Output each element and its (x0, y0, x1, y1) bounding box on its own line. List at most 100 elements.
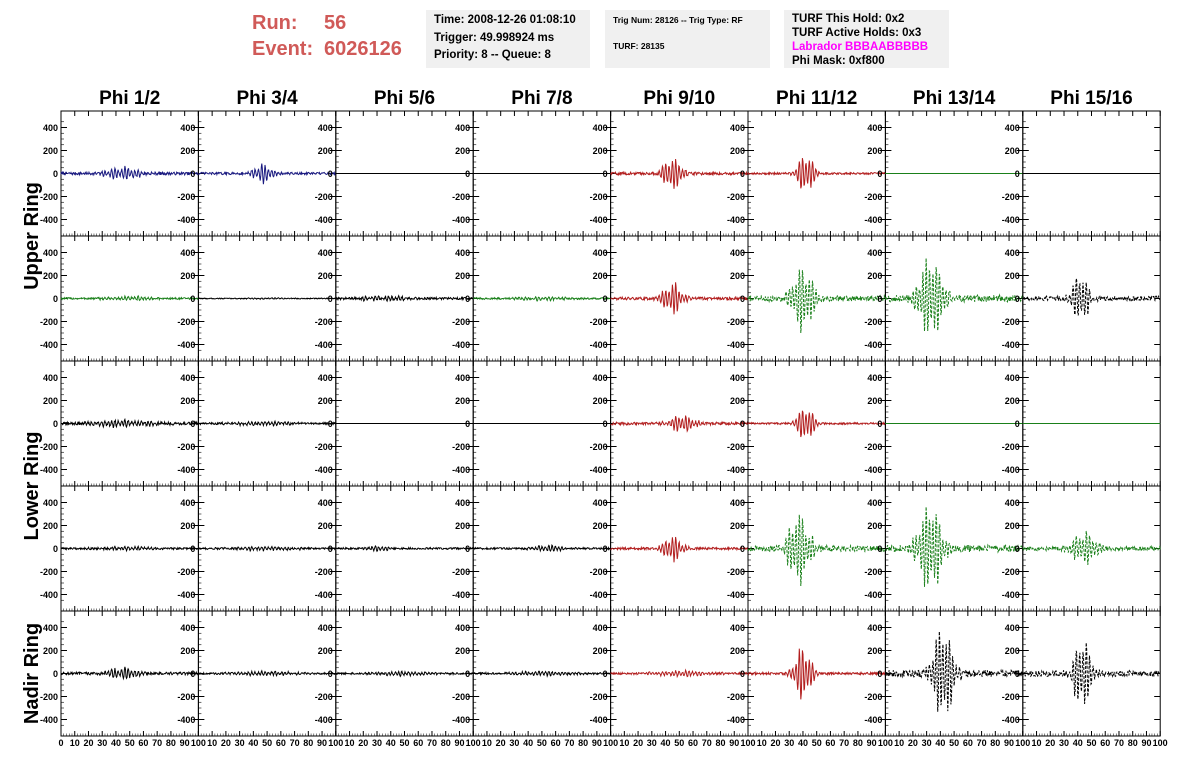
y-tick-label: -400 (177, 715, 195, 725)
x-tick-label: 100 (328, 738, 343, 748)
waveform-trace (610, 668, 749, 679)
waveform-panel: -400 -200 0 200 400 (452, 110, 612, 237)
y-tick-label: -400 (40, 340, 58, 350)
y-tick-label: -200 (1002, 692, 1020, 702)
waveform-trace (1022, 530, 1161, 565)
x-tick-label: 100 (1015, 738, 1030, 748)
x-tick-label: 30 (97, 738, 107, 748)
y-tick-label: 0 (53, 169, 58, 179)
x-tick-label: 60 (413, 738, 423, 748)
y-tick-label: -400 (40, 465, 58, 475)
x-tick-label: 0 (58, 738, 63, 748)
x-tick-label: 60 (1100, 738, 1110, 748)
y-tick-label: 400 (180, 623, 195, 633)
y-tick-label: -200 (727, 192, 745, 202)
waveform-trace (198, 297, 337, 301)
waveform-panel: -400 -200 0 200 400 (590, 360, 749, 487)
waveform-panel: -400 -200 0 200 400 (1002, 485, 1161, 612)
y-tick-label: 400 (455, 373, 470, 383)
waveform-panel: -400 -200 0 200 400 (590, 485, 749, 612)
x-tick-label: 90 (317, 738, 327, 748)
y-tick-label: -200 (452, 317, 470, 327)
waveform-trace (472, 669, 611, 678)
y-tick-label: -400 (727, 465, 745, 475)
x-tick-label: 100 (878, 738, 893, 748)
y-tick-label: -200 (452, 442, 470, 452)
y-tick-label: 200 (318, 271, 333, 281)
y-tick-label: 400 (730, 123, 745, 133)
x-tick-label: 10 (757, 738, 767, 748)
x-tick-label: 80 (166, 738, 176, 748)
column-header: Phi 1/2 (99, 88, 160, 109)
y-tick-label: 400 (1005, 623, 1020, 633)
waveform-panel: -400 -200 0 200 400 (177, 235, 337, 362)
y-tick-label: 400 (455, 123, 470, 133)
y-tick-label: 400 (43, 623, 58, 633)
y-tick-label: -400 (177, 590, 195, 600)
run-label: Run: (252, 12, 298, 34)
y-tick-label: 200 (455, 396, 470, 406)
x-tick-label: 70 (839, 738, 849, 748)
y-tick-label: -200 (40, 442, 58, 452)
y-tick-label: 400 (867, 123, 882, 133)
y-tick-label: 0 (328, 169, 333, 179)
y-tick-label: 400 (318, 373, 333, 383)
x-tick-label: 70 (427, 738, 437, 748)
x-tick-label: 20 (908, 738, 918, 748)
y-tick-label: 200 (867, 646, 882, 656)
y-tick-label: 200 (43, 521, 58, 531)
y-tick-label: 0 (603, 169, 608, 179)
x-tick-label: 60 (688, 738, 698, 748)
y-tick-label: 200 (867, 396, 882, 406)
waveform-panel: -400 -200 0 200 400 (40, 360, 199, 487)
y-tick-label: 400 (318, 498, 333, 508)
y-tick-label: -400 (864, 465, 882, 475)
waveform-panel: -400 -200 0 200 400 (864, 360, 1024, 487)
waveform-trace (198, 669, 337, 678)
y-tick-label: -400 (1002, 715, 1020, 725)
priority-text: Priority: 8 -- Queue: 8 (434, 49, 551, 61)
waveform-panel: -400 -200 0 200 400 (177, 485, 337, 612)
y-tick-label: -400 (864, 340, 882, 350)
y-tick-label: -400 (452, 590, 470, 600)
y-tick-label: -400 (864, 590, 882, 600)
column-header: Phi 5/6 (374, 88, 435, 109)
y-tick-label: -400 (40, 715, 58, 725)
waveform-trace (61, 544, 199, 553)
waveform-panel: -400 -200 0 200 400 (1002, 110, 1161, 237)
y-tick-label: 0 (465, 169, 470, 179)
y-tick-label: 0 (465, 669, 470, 679)
waveform-trace (472, 544, 611, 553)
y-tick-label: 0 (877, 544, 882, 554)
waveform-panel: -400 -200 0 200 400 (40, 485, 199, 612)
x-tick-label: 40 (386, 738, 396, 748)
run-event-box: Run: 56 Event: 6026126 (252, 10, 402, 62)
y-tick-label: 400 (43, 123, 58, 133)
y-tick-label: -400 (315, 590, 333, 600)
y-tick-label: 200 (455, 521, 470, 531)
column-header: Phi 11/12 (776, 88, 857, 109)
y-tick-label: 0 (603, 669, 608, 679)
y-tick-label: -200 (1002, 442, 1020, 452)
y-tick-label: 400 (730, 248, 745, 258)
x-tick-label: 50 (812, 738, 822, 748)
y-tick-label: 400 (43, 498, 58, 508)
y-tick-label: 200 (180, 646, 195, 656)
y-tick-label: -400 (315, 465, 333, 475)
y-tick-label: 200 (867, 146, 882, 156)
x-tick-label: 40 (111, 738, 121, 748)
y-tick-label: -200 (1002, 567, 1020, 577)
y-tick-label: -400 (1002, 340, 1020, 350)
y-tick-label: -400 (177, 215, 195, 225)
x-tick-label: 80 (990, 738, 1000, 748)
y-tick-label: 400 (730, 373, 745, 383)
y-tick-label: -200 (452, 567, 470, 577)
y-tick-label: 0 (190, 294, 195, 304)
y-tick-label: -200 (1002, 192, 1020, 202)
x-tick-label: 90 (454, 738, 464, 748)
turf-text: TURF: 28135 (613, 41, 665, 51)
y-tick-label: 400 (867, 498, 882, 508)
waveform-panel: -400 -200 0 200 400 (452, 360, 612, 487)
y-tick-label: 400 (1005, 248, 1020, 258)
